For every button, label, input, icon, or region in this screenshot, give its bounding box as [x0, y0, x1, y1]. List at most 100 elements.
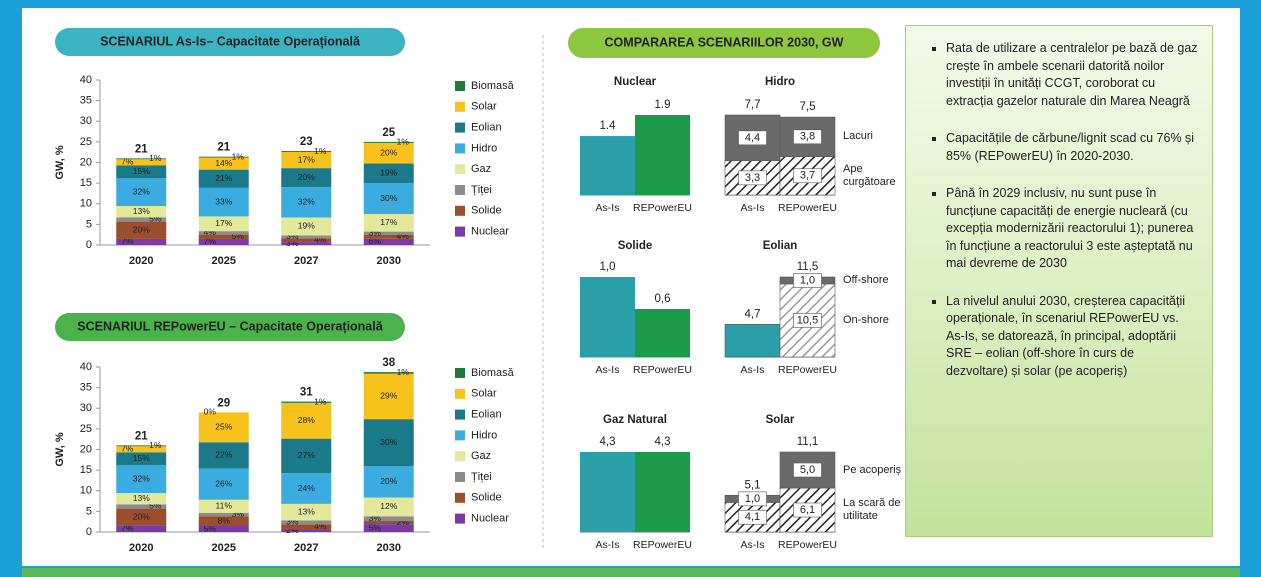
- value-label: 3%: [369, 513, 382, 523]
- series-label: Ape curgătoare: [843, 162, 896, 188]
- x-tick-label: As-Is: [596, 364, 620, 376]
- x-tick-label: 2027: [294, 542, 318, 554]
- bar-segment: [363, 183, 414, 215]
- bar-segment: [363, 231, 414, 235]
- total-label: 25: [382, 127, 395, 139]
- value-label: 5%: [369, 522, 382, 532]
- y-tick-label: 5: [86, 505, 92, 517]
- bar-segment: [116, 178, 167, 207]
- value-label: 32%: [133, 186, 150, 196]
- y-tick-label: 30: [80, 402, 92, 414]
- value-label: 6%: [369, 236, 382, 246]
- bar-segment: [281, 473, 332, 504]
- legend-swatch: [455, 185, 465, 195]
- bar-segment: [116, 445, 167, 447]
- bar-segment: [198, 442, 249, 469]
- y-tick-label: 40: [80, 361, 92, 373]
- value-label: 32%: [298, 197, 315, 207]
- value-label: 13%: [133, 206, 150, 216]
- series-label: On-shore: [843, 313, 889, 326]
- legend-swatch: [455, 226, 465, 237]
- y-tick-label: 0: [86, 526, 92, 538]
- y-axis-label: GW, %: [54, 145, 66, 179]
- value-label: 3%: [369, 227, 382, 237]
- bar-segment: [363, 214, 414, 232]
- legend-swatch: [455, 205, 465, 216]
- series-label: Pe acoperiș: [843, 463, 902, 476]
- chart-title: Nuclear: [614, 76, 657, 88]
- y-tick-label: 35: [80, 382, 92, 394]
- title-pill: [55, 28, 405, 56]
- note: Până în 2029 inclusiv, nu sunt puse în f…: [946, 185, 1198, 273]
- total-label: 4,3: [600, 436, 616, 448]
- value-label: 7%: [121, 157, 134, 167]
- bar-segment: [281, 402, 332, 439]
- value-label: 8%: [218, 515, 231, 525]
- legend-label: Solide: [471, 205, 502, 217]
- bar-segment: [116, 217, 167, 222]
- bar: [635, 309, 690, 357]
- y-tick-label: 0: [86, 239, 92, 251]
- x-tick-label: REPowerEU: [778, 364, 837, 376]
- bar-segment: [198, 169, 249, 188]
- bar-segment: [116, 206, 167, 218]
- series-label-box: Off-shore: [843, 273, 889, 286]
- y-tick-label: 15: [80, 177, 92, 189]
- value-label: 14%: [215, 158, 232, 168]
- legend-swatch: [455, 513, 465, 524]
- series-label-box: La scară de utilitate: [843, 497, 900, 522]
- value-label: 5%: [149, 214, 162, 224]
- bar-segment: [116, 504, 167, 509]
- x-tick-label: As-Is: [596, 202, 620, 214]
- legend-swatch: [455, 143, 465, 154]
- bar-segment: [198, 238, 249, 245]
- bar-segment: [281, 168, 332, 188]
- legend-label: Nuclear: [471, 513, 509, 525]
- legend-swatch: [455, 451, 465, 462]
- legend-label: Solar: [471, 101, 497, 113]
- bar-segment: [116, 508, 167, 526]
- value-label: 2%: [286, 525, 299, 535]
- y-tick-label: 5: [86, 218, 92, 230]
- bar-segment: [281, 152, 332, 169]
- bar-segment: [363, 163, 414, 184]
- bar-segment: [116, 238, 167, 245]
- x-tick-label: As-Is: [596, 539, 620, 551]
- bar-segment: [363, 419, 414, 467]
- value-label: 1%: [149, 153, 162, 163]
- series-label: Off-shore: [843, 273, 889, 286]
- title-pill: [55, 313, 405, 341]
- total-label: 1.4: [600, 120, 617, 132]
- legend-label: Hidro: [471, 429, 497, 441]
- y-tick-label: 10: [80, 485, 92, 497]
- total-label: 1,0: [600, 261, 616, 273]
- total-label: 7,5: [800, 101, 816, 113]
- legend-label: Biomasă: [471, 367, 515, 379]
- value-label: 30%: [380, 193, 397, 203]
- value-label-box: [793, 129, 822, 145]
- bar-segment: [363, 141, 414, 143]
- value-label: 20%: [133, 225, 150, 235]
- total-label: 0,6: [655, 293, 671, 305]
- bar-segment: [116, 525, 167, 532]
- bar-segment: [116, 446, 167, 453]
- bar-segment: [363, 524, 414, 532]
- note: Rata de utilizare a centralelor pe bază …: [946, 40, 1198, 110]
- x-tick-label: As-Is: [741, 539, 765, 551]
- value-label: 5%: [149, 501, 162, 511]
- bar-segment: [116, 452, 167, 466]
- value-label: 20%: [380, 147, 397, 157]
- chart-title: Solar: [766, 414, 795, 426]
- value-label: 28%: [298, 415, 315, 425]
- note: Capacitățile de cărbune/lignit scad cu 7…: [946, 130, 1198, 165]
- series-label-box: Ape curgătoare: [843, 162, 896, 188]
- value-label: 4,4: [745, 132, 760, 144]
- value-label: 20%: [298, 172, 315, 182]
- value-label-box: [793, 273, 822, 288]
- value-label: 4%: [397, 231, 410, 241]
- value-label: 29%: [380, 391, 397, 401]
- chart-title: Gaz Natural: [603, 414, 667, 426]
- y-tick-label: 30: [80, 115, 92, 127]
- legend-label: Solide: [471, 492, 502, 504]
